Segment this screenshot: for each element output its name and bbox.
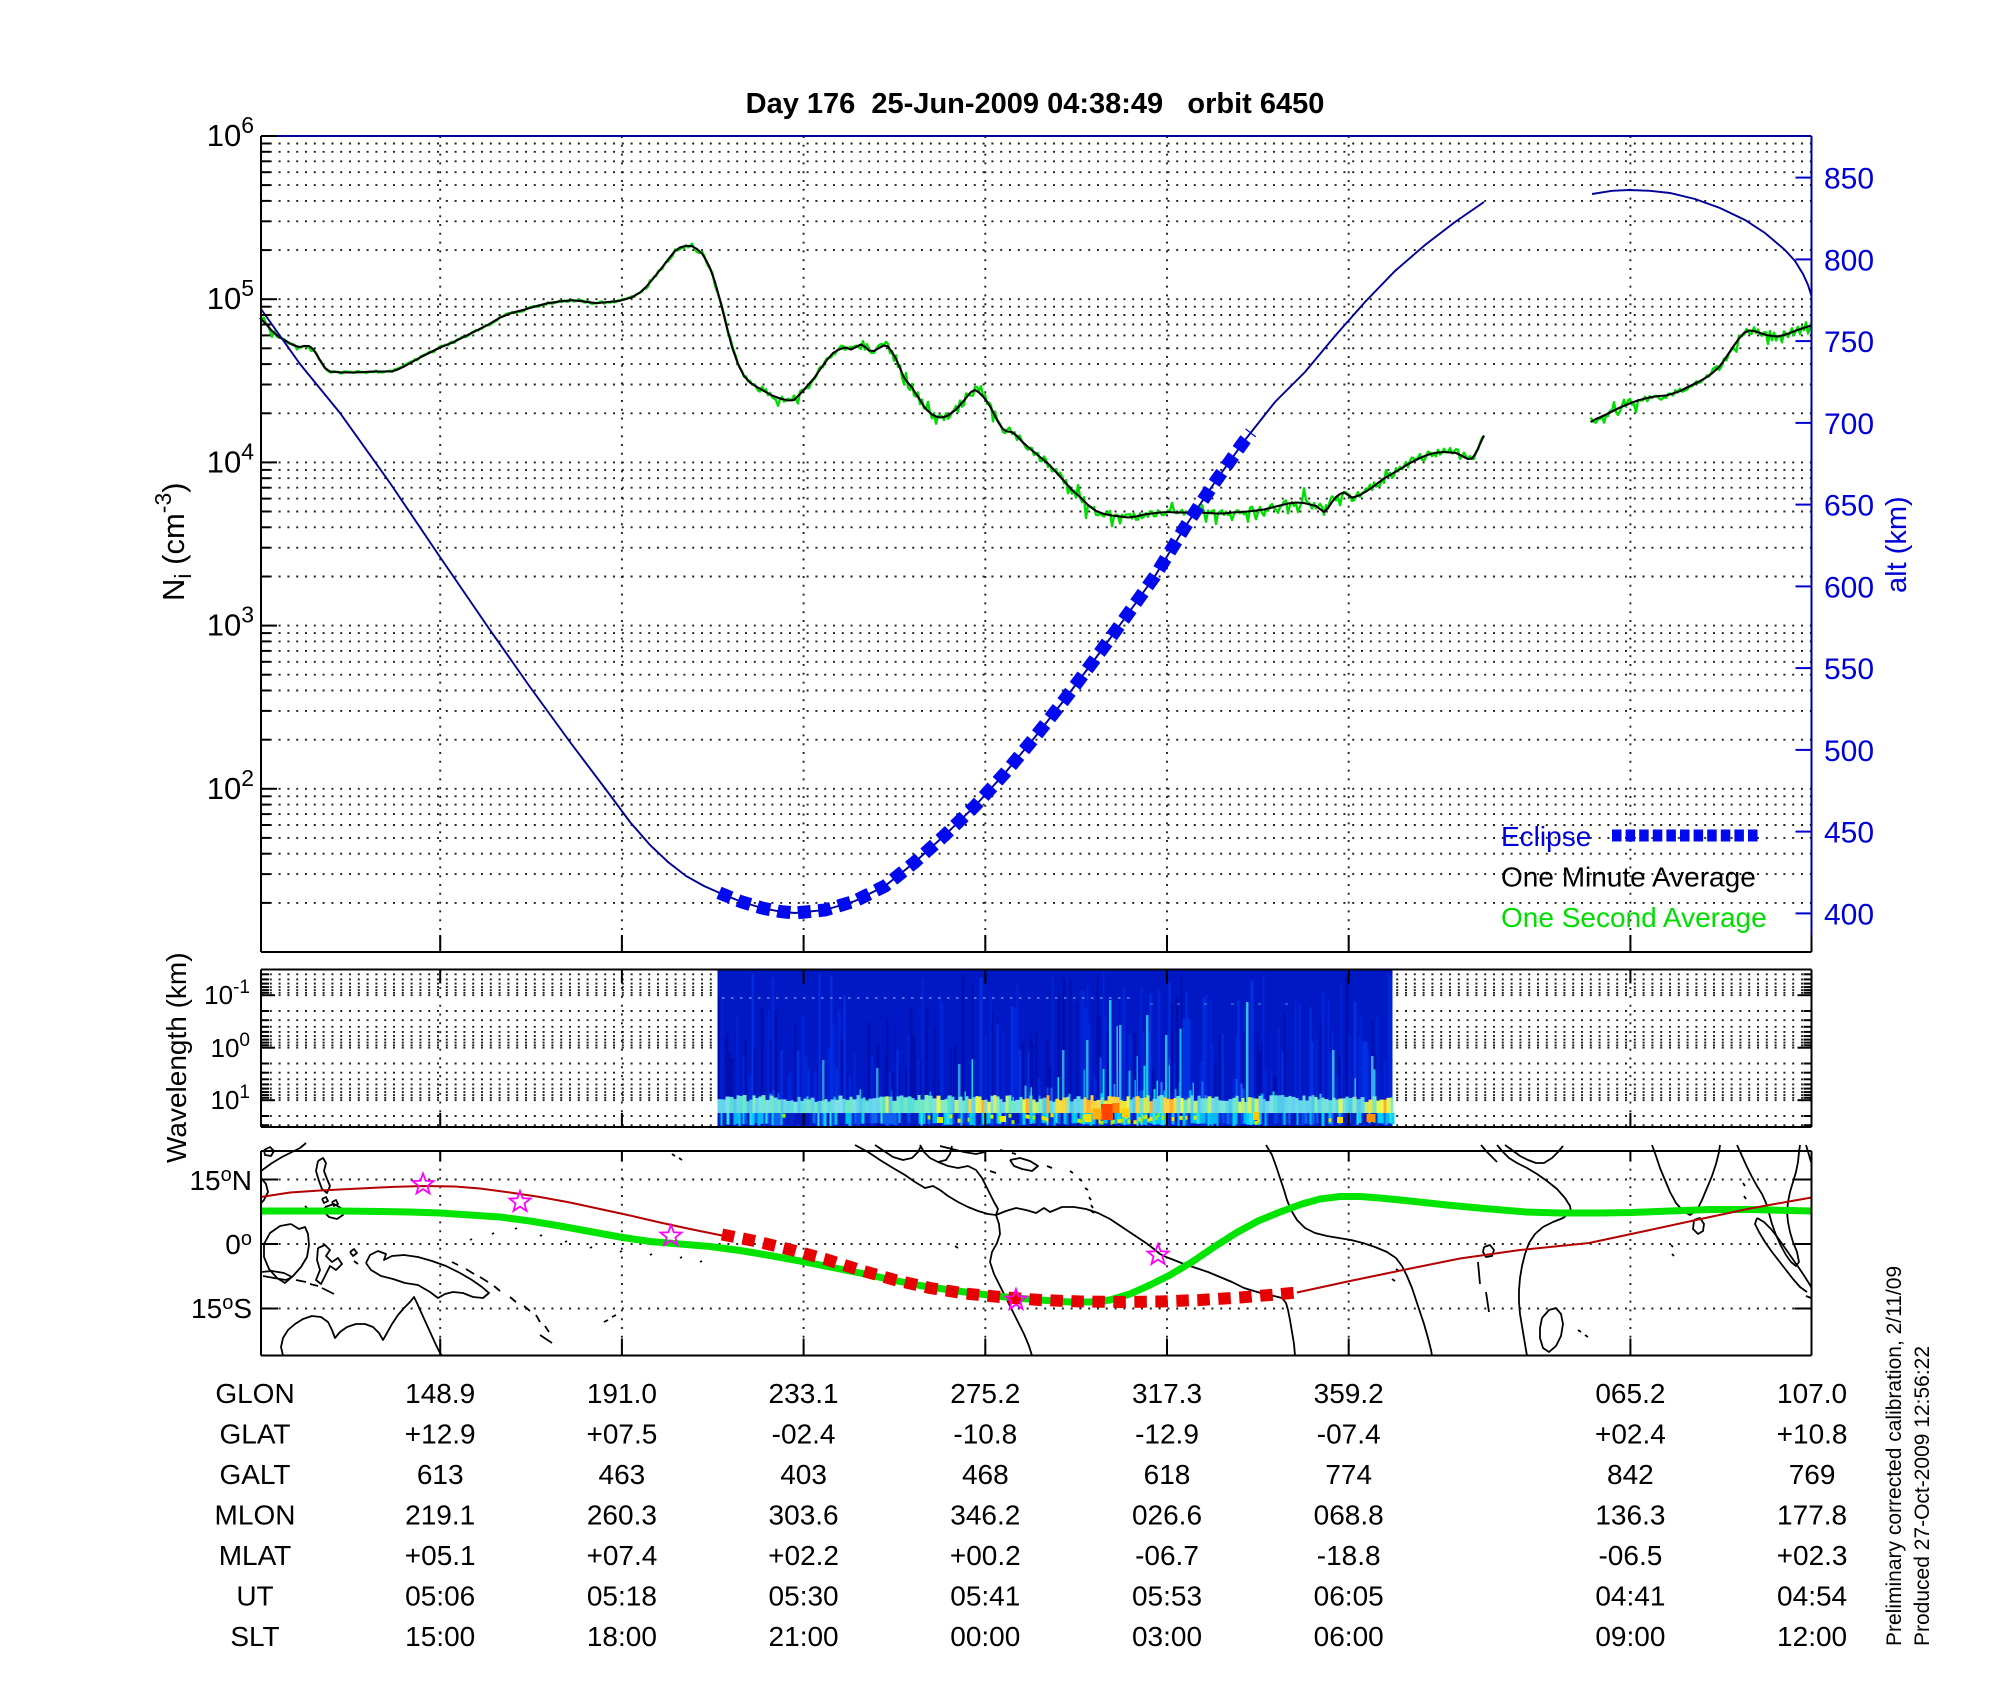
svg-text:GLAT: GLAT [219,1419,290,1450]
svg-text:One Minute Average: One Minute Average [1501,862,1756,893]
svg-text:MLAT: MLAT [219,1540,292,1571]
svg-text:618: 618 [1144,1459,1191,1490]
svg-text:275.2: 275.2 [950,1378,1020,1409]
svg-text:-06.5: -06.5 [1598,1540,1662,1571]
svg-text:05:41: 05:41 [950,1581,1020,1612]
svg-text:06:05: 06:05 [1314,1581,1384,1612]
svg-text:04:41: 04:41 [1595,1581,1665,1612]
svg-text:05:53: 05:53 [1132,1581,1202,1612]
svg-text:Wavelength (km): Wavelength (km) [161,952,192,1163]
svg-text:+05.1: +05.1 [405,1540,476,1571]
svg-text:15:00: 15:00 [405,1621,475,1652]
svg-text:GLON: GLON [215,1378,294,1409]
svg-text:12:00: 12:00 [1777,1621,1847,1652]
svg-text:-18.8: -18.8 [1317,1540,1381,1571]
svg-text:650: 650 [1824,490,1874,523]
svg-text:463: 463 [599,1459,646,1490]
svg-text:-07.4: -07.4 [1317,1419,1381,1450]
svg-text:+02.4: +02.4 [1595,1419,1666,1450]
svg-text:04:54: 04:54 [1777,1581,1847,1612]
svg-text:600: 600 [1824,571,1874,604]
svg-text:774: 774 [1325,1459,1372,1490]
svg-text:219.1: 219.1 [405,1500,475,1531]
svg-text:-12.9: -12.9 [1135,1419,1199,1450]
svg-text:346.2: 346.2 [950,1500,1020,1531]
svg-text:750: 750 [1824,326,1874,359]
svg-text:05:30: 05:30 [769,1581,839,1612]
svg-text:MLON: MLON [215,1500,296,1531]
svg-text:15oS: 15oS [191,1292,252,1324]
svg-text:769: 769 [1789,1459,1836,1490]
svg-text:359.2: 359.2 [1314,1378,1384,1409]
svg-text:06:00: 06:00 [1314,1621,1384,1652]
svg-text:260.3: 260.3 [587,1500,657,1531]
svg-text:468: 468 [962,1459,1009,1490]
svg-text:450: 450 [1824,817,1874,850]
svg-text:065.2: 065.2 [1595,1378,1665,1409]
svg-text:148.9: 148.9 [405,1378,475,1409]
svg-text:18:00: 18:00 [587,1621,657,1652]
svg-text:Produced 27-Oct-2009 12:56:22: Produced 27-Oct-2009 12:56:22 [1911,1346,1934,1646]
svg-text:317.3: 317.3 [1132,1378,1202,1409]
svg-text:Day 176 25-Jun-2009 04:38:49: Day 176 25-Jun-2009 04:38:49 orbit 6450 [746,88,1325,120]
svg-text:842: 842 [1607,1459,1654,1490]
svg-text:303.6: 303.6 [769,1500,839,1531]
svg-text:550: 550 [1824,653,1874,686]
svg-text:068.8: 068.8 [1314,1500,1384,1531]
svg-text:-10.8: -10.8 [953,1419,1017,1450]
svg-text:+00.2: +00.2 [950,1540,1021,1571]
svg-text:850: 850 [1824,163,1874,196]
svg-text:403: 403 [780,1459,827,1490]
svg-text:+10.8: +10.8 [1777,1419,1848,1450]
svg-text:700: 700 [1824,408,1874,441]
svg-text:177.8: 177.8 [1777,1500,1847,1531]
svg-text:+02.2: +02.2 [768,1540,839,1571]
svg-text:136.3: 136.3 [1595,1500,1665,1531]
svg-text:+07.4: +07.4 [586,1540,657,1571]
svg-text:03:00: 03:00 [1132,1621,1202,1652]
svg-text:UT: UT [236,1581,273,1612]
svg-text:Preliminary corrected calibrat: Preliminary corrected calibration, 2/11/… [1883,1266,1906,1646]
svg-text:GALT: GALT [219,1459,290,1490]
svg-text:400: 400 [1824,898,1874,931]
svg-text:-06.7: -06.7 [1135,1540,1199,1571]
svg-text:613: 613 [417,1459,464,1490]
svg-text:One Second Average: One Second Average [1501,902,1767,933]
svg-text:191.0: 191.0 [587,1378,657,1409]
svg-text:05:06: 05:06 [405,1581,475,1612]
svg-text:21:00: 21:00 [769,1621,839,1652]
svg-text:107.0: 107.0 [1777,1378,1847,1409]
svg-text:Eclipse: Eclipse [1501,821,1591,852]
svg-text:09:00: 09:00 [1595,1621,1665,1652]
svg-text:500: 500 [1824,735,1874,768]
svg-text:alt (km): alt (km) [1881,496,1913,593]
svg-text:+02.3: +02.3 [1777,1540,1848,1571]
svg-text:800: 800 [1824,244,1874,277]
svg-text:233.1: 233.1 [769,1378,839,1409]
svg-text:05:18: 05:18 [587,1581,657,1612]
svg-text:SLT: SLT [230,1621,279,1652]
svg-text:026.6: 026.6 [1132,1500,1202,1531]
svg-text:00:00: 00:00 [950,1621,1020,1652]
svg-text:-02.4: -02.4 [772,1419,836,1450]
svg-text:+12.9: +12.9 [405,1419,476,1450]
svg-text:+07.5: +07.5 [586,1419,657,1450]
